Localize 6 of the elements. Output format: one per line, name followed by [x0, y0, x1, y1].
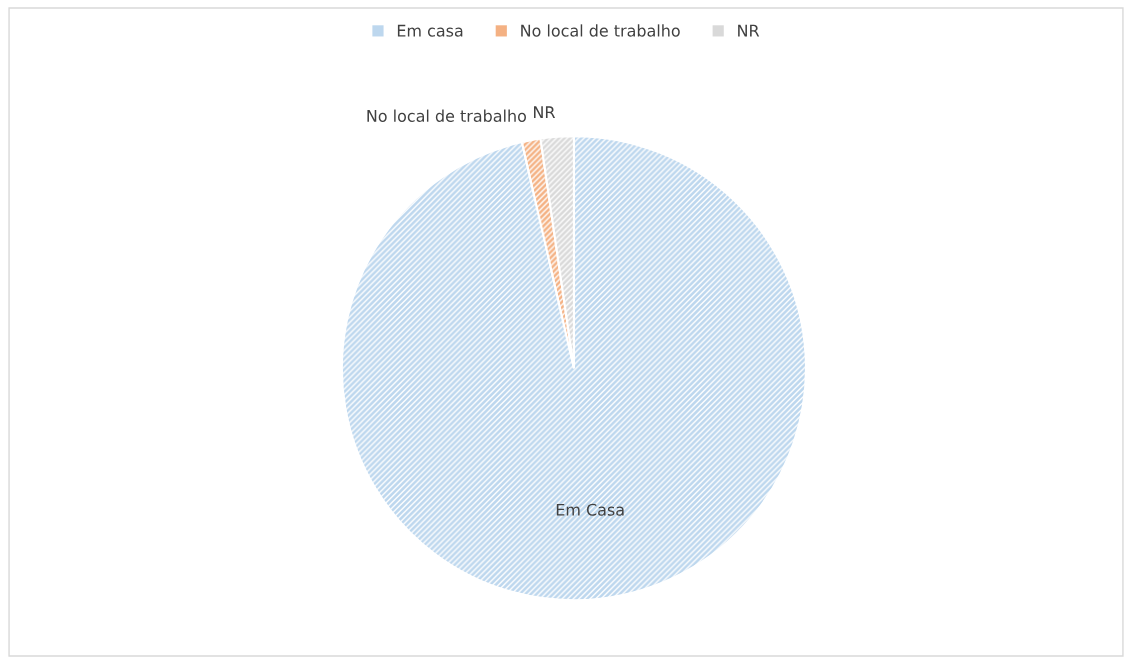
data-label: No local de trabalho — [367, 109, 526, 122]
data-label: Em Casa — [556, 503, 624, 516]
legend-label: Em casa — [397, 24, 463, 37]
data-label: NR — [534, 106, 556, 118]
legend-label: No local de trabalho — [521, 24, 680, 37]
legend-label: NR — [738, 24, 760, 37]
